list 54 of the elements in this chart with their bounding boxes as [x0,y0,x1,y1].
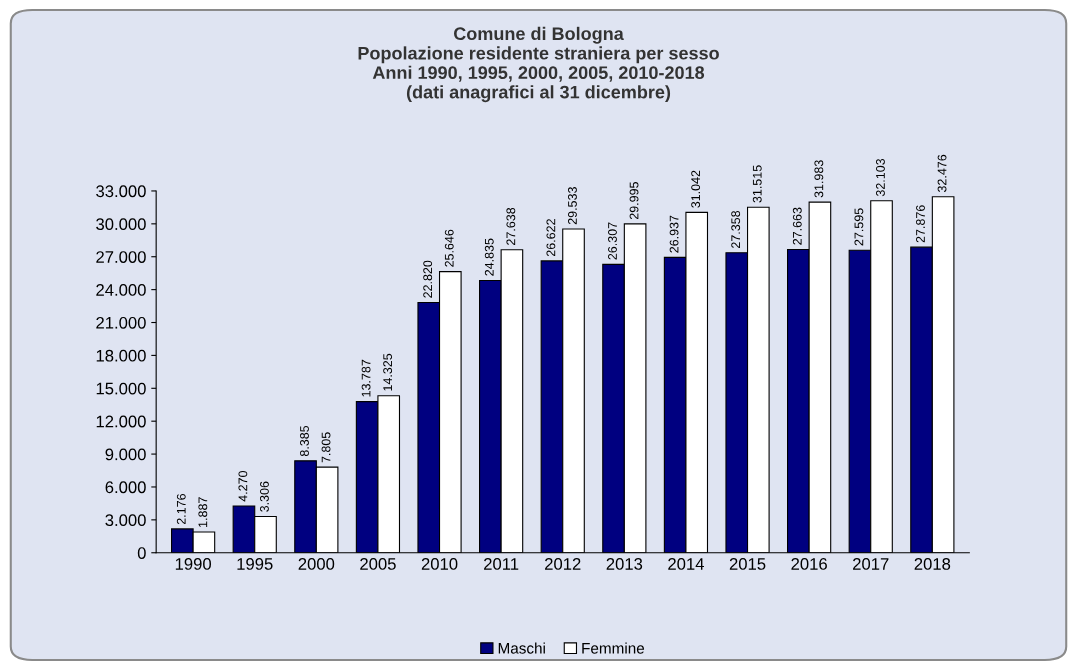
y-tick-label: 12.000 [96,415,146,428]
data-label: 1.887 [198,497,208,527]
legend-label: Maschi [498,642,545,654]
data-label: 27.663 [792,207,802,245]
data-label: 31.983 [814,160,824,198]
data-label: 31.042 [691,170,701,208]
y-tick-label: 30.000 [96,218,146,231]
data-label: 26.307 [608,222,617,260]
data-label: 7.805 [321,432,331,463]
data-label: 27.358 [731,210,741,249]
data-label: 29.533 [568,187,577,225]
data-label: 27.638 [506,207,516,245]
data-label: 27.876 [916,205,925,243]
y-tick-label: 21.000 [96,316,146,329]
y-tick-label: 6.000 [105,481,146,494]
x-tick-label: 2010 [421,558,458,570]
y-tick-label: 15.000 [96,382,146,395]
data-label: 32.103 [876,158,885,197]
y-tick-label: 3.000 [105,514,146,527]
x-tick-label: 2000 [298,558,335,570]
y-tick-label: 0 [137,547,146,559]
x-tick-label: 2018 [914,558,951,570]
x-tick-label: 1995 [237,558,273,570]
x-tick-label: 2014 [668,558,704,570]
y-tick-label: 27.000 [96,251,146,263]
y-tick-label: 9.000 [105,448,146,461]
chart-title: Comune di Bologna Popolazione residente straniera per sesso Anni 1990, 1995, 2000, 2005, 2010-2018 (dati anagrafici al 31 dicembre) [358,26,719,103]
data-label: 8.385 [300,425,309,457]
x-tick-label: 2005 [360,558,396,570]
x-tick-label: 1990 [175,558,212,570]
x-tick-label: 2015 [729,558,766,570]
data-label: 29.995 [629,182,639,220]
y-tick-label: 18.000 [96,349,146,362]
y-tick-label: 33.000 [96,185,146,198]
data-label: 26.622 [546,219,556,257]
data-label: 27.595 [854,208,864,246]
data-label: 3.306 [260,481,269,512]
data-label: 4.270 [238,470,248,502]
legend-label: Femmine [582,642,645,654]
data-label: 26.937 [669,215,679,253]
data-label: 22.820 [423,260,433,298]
x-tick-label: 2016 [791,558,827,570]
x-tick-label: 2011 [484,558,519,570]
data-label: 14.325 [383,353,393,391]
data-label: 32.476 [937,154,947,193]
data-label: 13.787 [361,359,371,397]
y-tick-label: 24.000 [96,284,146,296]
data-label: 31.515 [752,165,762,203]
data-label: 24.835 [484,238,494,276]
data-label: 2.176 [176,494,186,525]
data-label: 25.646 [444,229,454,267]
x-tick-label: 2013 [606,558,643,570]
x-tick-label: 2012 [545,558,581,570]
x-tick-label: 2017 [853,558,889,570]
